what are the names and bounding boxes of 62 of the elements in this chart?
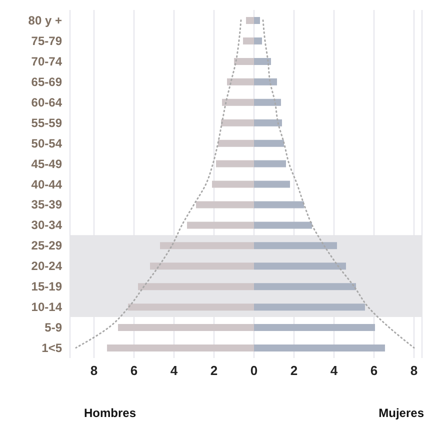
x-tick-label: 4	[330, 363, 338, 378]
bar	[196, 201, 254, 208]
x-tick-label: 4	[170, 363, 178, 378]
bar	[187, 222, 254, 229]
bar	[254, 58, 271, 65]
x-tick-label: 2	[210, 363, 218, 378]
y-tick-label: 50-54	[31, 136, 62, 150]
bar	[150, 262, 254, 270]
bar	[138, 283, 254, 290]
bar	[160, 242, 254, 250]
bar	[254, 180, 290, 188]
y-tick-label: 10-14	[31, 300, 62, 314]
y-tick-label: 5-9	[44, 320, 62, 335]
bar	[254, 17, 260, 24]
bar	[254, 119, 282, 126]
bar	[227, 78, 254, 86]
bar	[216, 160, 254, 168]
bar	[254, 37, 262, 44]
bar	[254, 283, 356, 290]
bar	[221, 119, 254, 126]
bar	[118, 324, 254, 332]
bar	[246, 17, 254, 24]
y-tick-label: 55-59	[31, 116, 62, 130]
y-tick-label: 80 y +	[28, 13, 62, 28]
bar	[128, 304, 254, 311]
bar	[254, 78, 277, 86]
bar	[243, 37, 254, 44]
bar	[222, 98, 254, 106]
bar	[212, 180, 254, 188]
y-tick-label: 65-69	[31, 74, 62, 89]
x-tick-label: 6	[130, 363, 138, 378]
x-tick-label: 0	[250, 363, 258, 378]
y-tick-label: 1<5	[42, 341, 62, 356]
bar	[254, 140, 284, 147]
bar	[218, 140, 254, 147]
bar	[254, 262, 346, 270]
x-tick-label: 6	[370, 363, 378, 378]
y-tick-label: 60-64	[31, 95, 62, 110]
x-tick-label: 8	[90, 363, 98, 378]
bar	[254, 324, 375, 332]
y-tick-label: 30-34	[31, 218, 62, 232]
bar	[254, 222, 312, 229]
x-tick-label: 2	[290, 363, 298, 378]
bar	[254, 344, 385, 352]
bar	[254, 98, 281, 106]
bar	[107, 344, 254, 352]
bar	[254, 160, 286, 168]
x-tick-label: 8	[410, 363, 418, 378]
y-tick-label: 45-49	[31, 156, 62, 171]
bar	[254, 201, 304, 208]
bar	[254, 304, 365, 311]
y-tick-label: 70-74	[31, 54, 62, 68]
bar	[254, 242, 337, 250]
text: Mujeres	[378, 406, 424, 420]
y-tick-label: 35-39	[31, 198, 62, 212]
y-tick-label: 40-44	[31, 177, 62, 192]
bar	[234, 58, 254, 65]
y-tick-label: 15-19	[31, 280, 62, 294]
y-tick-label: 20-24	[31, 259, 62, 274]
y-tick-label: 25-29	[31, 238, 62, 253]
y-tick-label: 75-79	[31, 34, 62, 48]
text: Hombres	[84, 406, 136, 420]
